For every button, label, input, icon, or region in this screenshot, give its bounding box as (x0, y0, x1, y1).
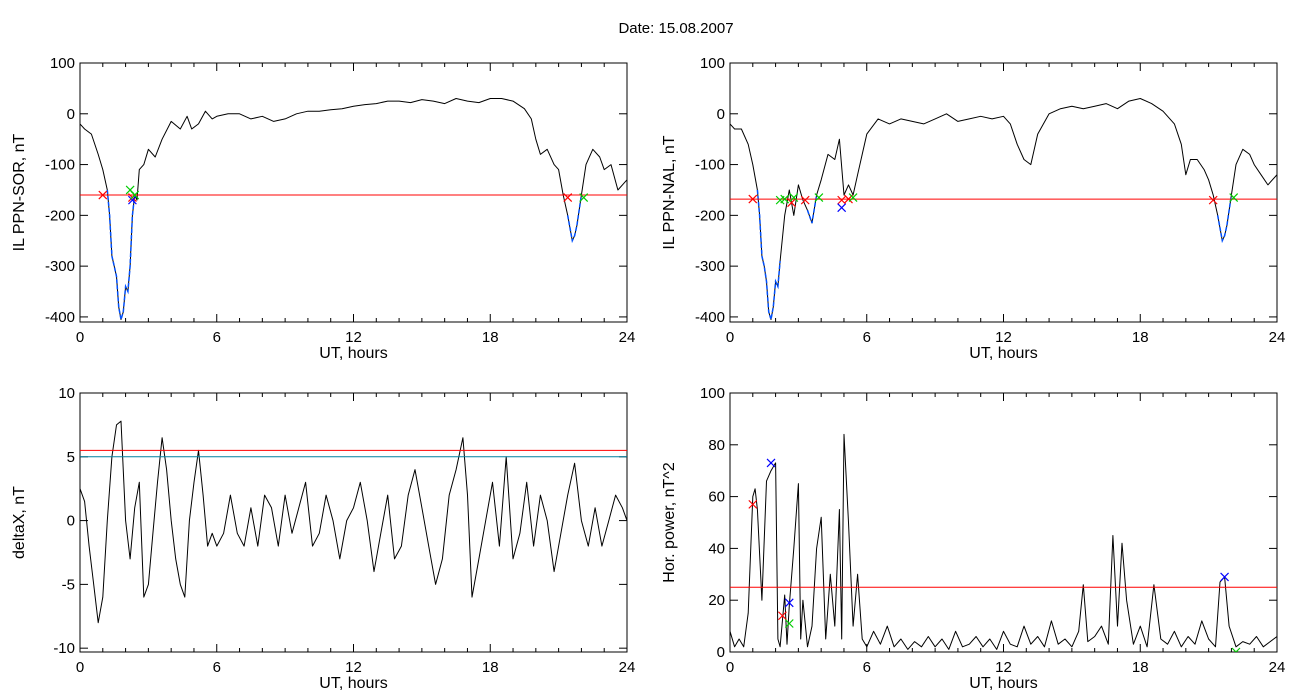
x-tick-label: 0 (726, 329, 734, 346)
plot-area (80, 98, 627, 320)
event-marker (837, 203, 847, 213)
x-tick-label: 6 (863, 659, 871, 676)
x-tick-label: 6 (863, 329, 871, 346)
event-marker (1229, 193, 1239, 203)
y-tick-label: 0 (67, 106, 75, 123)
y-axis-title: deltaX, nT (11, 486, 28, 559)
series-line (730, 433, 1277, 650)
plot-frame (79, 392, 628, 653)
y-tick-label: 80 (708, 437, 725, 454)
x-tick-label: 18 (482, 659, 499, 676)
x-tick-label: 18 (482, 329, 499, 346)
chart-deltax: 0 6 12 18 24 -10 -5 0 5 10 UT, hours deltaX, nT (11, 385, 635, 692)
plot-frame (729, 62, 1278, 323)
event-marker (814, 193, 824, 203)
plot-frame (79, 62, 628, 323)
x-axis-title: UT, hours (969, 345, 1037, 362)
event-marker (130, 190, 140, 200)
series-line (730, 98, 1277, 320)
event-marker (748, 499, 758, 509)
series-line (80, 420, 627, 624)
y-tick-label: 60 (708, 489, 725, 506)
highlight-segment (806, 194, 818, 224)
highlight-segment (756, 189, 781, 320)
y-tick-label: -400 (45, 309, 75, 326)
x-tick-label: 0 (76, 659, 84, 676)
plot-area (80, 420, 627, 624)
x-axis-title: UT, hours (319, 675, 387, 692)
y-tick-label: 100 (700, 385, 725, 402)
y-tick-label: 5 (67, 449, 75, 466)
x-tick-label: 0 (726, 659, 734, 676)
x-tick-label: 24 (619, 329, 636, 346)
y-tick-label: 0 (67, 513, 75, 530)
event-marker (1208, 195, 1218, 205)
y-tick-label: 10 (58, 385, 75, 402)
event-marker (98, 190, 108, 200)
y-tick-label: 0 (717, 106, 725, 123)
x-tick-label: 18 (1132, 329, 1149, 346)
event-marker (579, 193, 589, 203)
event-marker (748, 194, 758, 204)
y-tick-label: -400 (695, 309, 725, 326)
event-marker (800, 195, 810, 205)
plot-area (730, 98, 1277, 320)
event-marker (789, 193, 799, 203)
x-tick-label: 12 (995, 659, 1012, 676)
y-tick-label: 40 (708, 540, 725, 557)
series-line (80, 98, 627, 320)
y-tick-label: 100 (700, 55, 725, 72)
y-tick-label: 100 (50, 55, 75, 72)
x-tick-label: 12 (345, 659, 362, 676)
highlight-segment (1216, 194, 1233, 244)
plot-area (730, 433, 1277, 652)
y-tick-label: -300 (695, 258, 725, 275)
x-tick-label: 18 (1132, 659, 1149, 676)
x-tick-label: 24 (1269, 659, 1286, 676)
y-tick-label: -200 (695, 207, 725, 224)
x-tick-label: 12 (345, 329, 362, 346)
chart-il-ppn-sor: 0 6 12 18 24 -400 -300 -200 -100 0 100 UT, hours IL … (11, 55, 635, 362)
event-marker (780, 194, 790, 204)
event-marker (766, 458, 776, 468)
x-tick-label: 24 (619, 659, 636, 676)
chart-il-ppn-nal: 0 6 12 18 24 -400 -300 -200 -100 0 100 UT, hours IL … (661, 55, 1285, 362)
y-tick-label: 0 (717, 644, 725, 661)
x-tick-label: 12 (995, 329, 1012, 346)
event-marker (848, 193, 858, 203)
y-tick-label: -10 (53, 640, 75, 657)
event-marker (784, 598, 794, 608)
plot-frame (729, 392, 1278, 653)
highlight-segment (106, 189, 136, 320)
y-axis-title: Hor. power, nT^2 (661, 462, 678, 583)
event-marker (777, 611, 787, 621)
x-tick-label: 6 (213, 329, 221, 346)
event-marker (563, 193, 573, 203)
x-tick-label: 24 (1269, 329, 1286, 346)
y-tick-label: 20 (708, 592, 725, 609)
y-axis-title: IL PPN-NAL, nT (661, 135, 678, 249)
page-title: Date: 15.08.2007 (618, 20, 733, 37)
x-tick-label: 0 (76, 329, 84, 346)
highlight-segment (566, 194, 583, 244)
y-tick-label: -200 (45, 207, 75, 224)
x-axis-title: UT, hours (969, 675, 1037, 692)
x-tick-label: 6 (213, 659, 221, 676)
event-marker (787, 198, 796, 208)
event-marker (127, 195, 137, 205)
y-tick-label: -100 (45, 157, 75, 174)
event-marker (784, 619, 794, 628)
y-tick-label: -5 (62, 576, 75, 593)
x-axis-title: UT, hours (319, 345, 387, 362)
event-marker (1231, 647, 1241, 652)
y-axis-title: IL PPN-SOR, nT (11, 133, 28, 251)
event-marker (1220, 572, 1230, 582)
y-tick-label: -100 (695, 157, 725, 174)
y-tick-label: -300 (45, 258, 75, 275)
chart-hor-power: 0 6 12 18 24 0 20 40 60 80 100 UT, hours Hor. power,… (661, 385, 1285, 692)
